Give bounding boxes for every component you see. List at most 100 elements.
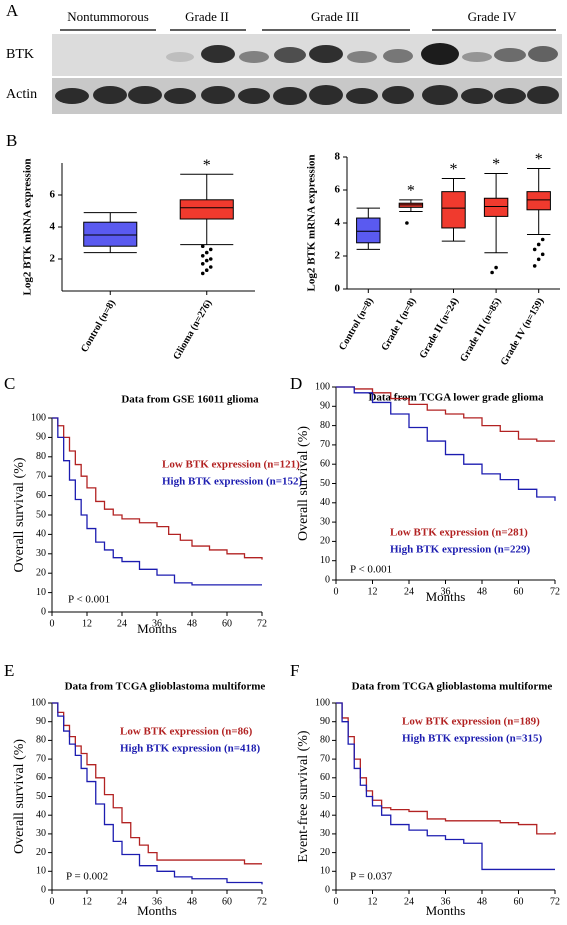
outlier xyxy=(208,257,213,261)
y-tick-label: 60 xyxy=(320,458,330,469)
y-tick-label: 80 xyxy=(320,735,330,746)
y-tick-label: 2 xyxy=(335,250,341,262)
y-tick-label: 0 xyxy=(41,884,46,895)
x-axis-label: Months xyxy=(137,903,177,918)
box xyxy=(179,199,234,220)
y-tick-label: 40 xyxy=(36,809,46,820)
x-tick-label: 72 xyxy=(257,896,267,907)
x-tick-label: Grade III (n=85) xyxy=(458,296,503,364)
p-value: P < 0.001 xyxy=(68,594,110,606)
x-tick-label: Grade IV (n=159) xyxy=(499,296,547,367)
x-tick-label: 72 xyxy=(550,586,560,597)
y-tick-label: 70 xyxy=(320,439,330,450)
legend-entry: Low BTK expression (n=281) xyxy=(390,527,528,539)
chart-title: Data from TCGA glioblastoma multiforme xyxy=(352,681,553,693)
outlier xyxy=(532,247,537,252)
survival-curve xyxy=(336,702,555,871)
x-tick-label: Control (n=8) xyxy=(79,298,118,354)
outlier xyxy=(532,264,537,268)
legend-entry: Low BTK expression (n=189) xyxy=(402,716,540,728)
y-tick-label: 50 xyxy=(36,509,46,520)
y-tick-label: 20 xyxy=(36,567,46,578)
y-tick-label: 80 xyxy=(36,451,46,462)
panel-label: D xyxy=(290,374,302,393)
blot-group: Grade II xyxy=(185,9,229,24)
y-tick-label: 30 xyxy=(36,828,46,839)
outlier xyxy=(208,247,213,252)
y-tick-label: 50 xyxy=(36,791,46,802)
y-tick-label: 30 xyxy=(320,516,330,527)
chart-title: Data from TCGA lower grade glioma xyxy=(368,392,544,404)
significance: * xyxy=(407,183,415,200)
legend-entry: Low BTK expression (n=121) xyxy=(162,459,300,471)
x-tick-label: 48 xyxy=(187,618,197,629)
p-value: P = 0.002 xyxy=(66,871,108,883)
survival-curve xyxy=(52,417,262,586)
y-tick-label: 60 xyxy=(36,490,46,501)
y-tick-label: 10 xyxy=(320,555,330,566)
outlier xyxy=(200,262,205,266)
y-tick-label: 80 xyxy=(36,735,46,746)
outlier xyxy=(536,257,541,262)
box xyxy=(483,197,509,217)
panel-label: C xyxy=(4,374,15,393)
x-tick-label: 0 xyxy=(334,586,339,597)
x-tick-label: 60 xyxy=(514,896,524,907)
y-tick-label: 40 xyxy=(36,529,46,540)
outlier xyxy=(494,265,498,270)
blot-image xyxy=(52,34,562,114)
outlier xyxy=(540,237,545,242)
blot-group: Grade IV xyxy=(468,9,517,24)
y-tick-label: 0 xyxy=(325,884,330,895)
y-axis-label: Overall survival (%) xyxy=(296,426,311,541)
y-tick-label: 10 xyxy=(36,866,46,877)
panel-label: F xyxy=(290,661,299,680)
survival-curve xyxy=(336,386,556,501)
y-tick-label: 90 xyxy=(320,401,330,412)
x-tick-label: 24 xyxy=(404,896,414,907)
x-axis-label: Months xyxy=(426,589,466,604)
significance: * xyxy=(535,151,543,168)
y-tick-label: 6 xyxy=(335,184,341,196)
outlier xyxy=(490,270,494,275)
x-tick-label: 48 xyxy=(477,896,487,907)
outlier xyxy=(208,265,213,269)
y-tick-label: 100 xyxy=(315,697,330,708)
y-axis-label: Overall survival (%) xyxy=(12,457,27,572)
outlier xyxy=(204,268,209,273)
x-tick-label: 72 xyxy=(257,618,267,629)
legend-entry: High BTK expression (n=315) xyxy=(402,733,543,745)
x-tick-label: 48 xyxy=(187,896,197,907)
x-tick-label: Grade I (n=8) xyxy=(379,296,418,353)
y-tick-label: 70 xyxy=(320,753,330,764)
y-tick-label: 60 xyxy=(320,772,330,783)
x-tick-label: 12 xyxy=(82,618,92,629)
y-tick-label: 4 xyxy=(50,221,56,233)
x-tick-label: Control (n=8) xyxy=(337,296,376,352)
y-tick-label: 100 xyxy=(31,412,46,423)
survival-curve xyxy=(336,702,556,835)
legend-entry: Low BTK expression (n=86) xyxy=(120,726,253,738)
y-tick-label: 8 xyxy=(335,151,341,163)
box xyxy=(356,217,381,244)
survival-curve xyxy=(52,702,263,885)
y-tick-label: 10 xyxy=(320,866,330,877)
outlier xyxy=(204,250,209,255)
p-value: P = 0.037 xyxy=(350,871,393,883)
y-tick-label: 70 xyxy=(36,753,46,764)
blot-row-label: Actin xyxy=(6,87,37,102)
y-tick-label: 4 xyxy=(335,217,341,229)
y-tick-label: 20 xyxy=(36,847,46,858)
outlier xyxy=(200,254,205,258)
y-axis-label: Overall survival (%) xyxy=(12,739,27,854)
x-tick-label: 60 xyxy=(514,586,524,597)
legend-entry: High BTK expression (n=229) xyxy=(390,544,531,556)
x-tick-label: 36 xyxy=(152,896,162,907)
x-tick-label: 36 xyxy=(441,896,451,907)
y-tick-label: 70 xyxy=(36,470,46,481)
x-tick-label: Grade II (n=24) xyxy=(418,296,461,360)
x-tick-label: 0 xyxy=(334,896,339,907)
x-tick-label: 36 xyxy=(152,618,162,629)
y-tick-label: 40 xyxy=(320,497,330,508)
